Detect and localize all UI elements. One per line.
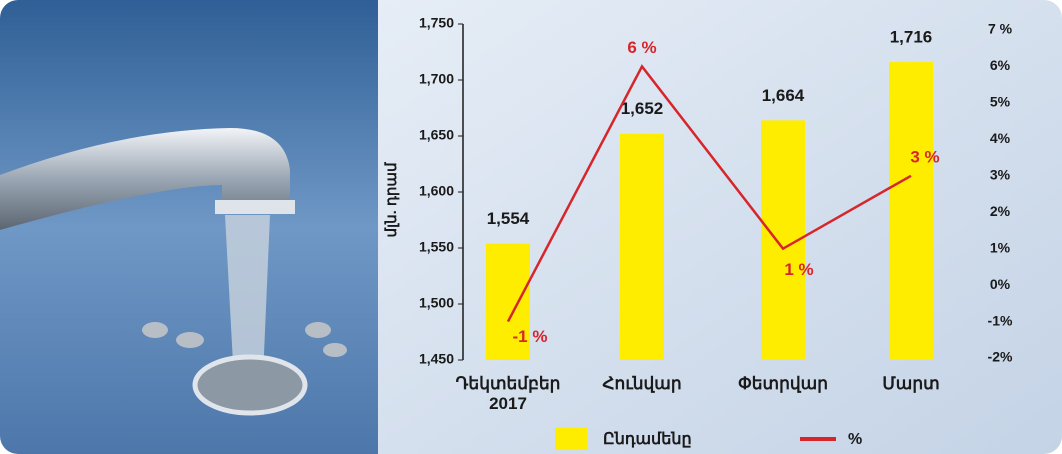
- y-tick-label: 1,600: [419, 183, 454, 199]
- bar-value-label: 1,716: [890, 28, 933, 47]
- legend-swatch: [555, 428, 587, 450]
- y2-tick-label: 0%: [990, 276, 1011, 292]
- y2-tick-label: -1%: [988, 312, 1013, 328]
- bar: [620, 133, 664, 360]
- y-tick-label: 1,500: [419, 295, 454, 311]
- bar-value-label: 1,554: [487, 209, 530, 228]
- line-value-label: 3 %: [910, 147, 939, 166]
- y-tick-label: 1,650: [419, 127, 454, 143]
- legend-label: Ընդամենը: [603, 431, 692, 448]
- y2-tick-label: 5%: [990, 94, 1011, 110]
- bar-value-label: 1,652: [621, 99, 664, 118]
- y-axis-title: մլն. դրամ: [383, 162, 400, 237]
- bar: [889, 62, 933, 361]
- y2-tick-label: 2%: [990, 203, 1011, 219]
- y-tick-label: 1,450: [419, 351, 454, 367]
- x-tick-label: Փետրվար: [738, 374, 828, 393]
- y-tick-label: 1,550: [419, 239, 454, 255]
- y2-tick-label: 1%: [990, 239, 1011, 255]
- x-tick-label: Մարտ: [882, 374, 940, 393]
- coin: [305, 322, 331, 338]
- y2-tick-label: 4%: [990, 130, 1011, 146]
- faucet-tip: [215, 200, 295, 214]
- y2-tick-label: 6%: [990, 57, 1011, 73]
- bar: [486, 243, 530, 360]
- y-tick-label: 1,750: [419, 15, 454, 31]
- coin: [142, 322, 168, 338]
- line-value-label: 6 %: [627, 38, 656, 57]
- legend-label: %: [848, 431, 862, 448]
- chart-panel: [378, 0, 1062, 454]
- line-value-label: 1 %: [784, 260, 813, 279]
- y-tick-label: 1,700: [419, 71, 454, 87]
- faucet: [0, 128, 290, 230]
- coin: [323, 343, 347, 357]
- photo: [0, 0, 380, 454]
- bar-value-label: 1,664: [762, 86, 805, 105]
- coin: [176, 332, 204, 348]
- line-value-label: -1 %: [513, 327, 548, 346]
- y2-tick-label: -2%: [988, 349, 1013, 365]
- x-tick-label: Դեկտեմբեր 2017: [455, 374, 561, 413]
- water: [225, 215, 270, 400]
- y2-tick-label: 3%: [990, 166, 1011, 182]
- y2-tick-label: 7 %: [988, 21, 1013, 37]
- line: [506, 64, 912, 323]
- x-tick-label: Հունվար: [602, 374, 682, 393]
- drain: [192, 354, 308, 416]
